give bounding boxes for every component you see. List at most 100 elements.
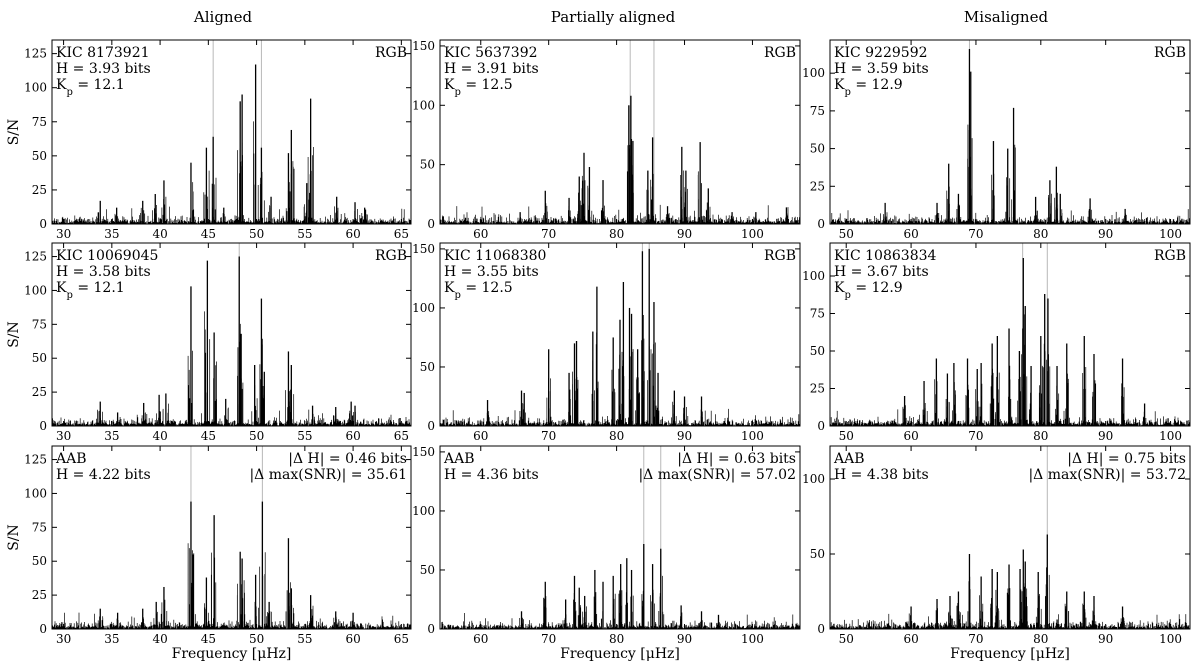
axes-frame — [51, 445, 412, 630]
y-tick-label: 100 — [412, 301, 435, 315]
axes-frame — [829, 39, 1191, 225]
x-tick-label: 100 — [1159, 632, 1182, 646]
x-tick-label: 65 — [394, 632, 409, 646]
x-tick-label: 50 — [839, 227, 854, 241]
x-tick-label: 50 — [249, 632, 264, 646]
x-tick-label: 100 — [741, 632, 764, 646]
x-tick-label: 80 — [609, 227, 624, 241]
x-tick-label: 60 — [473, 429, 488, 443]
y-tick-label: 50 — [32, 351, 47, 365]
y-tick-label: 100 — [802, 269, 825, 283]
y-tick-label: 50 — [420, 158, 435, 172]
x-tick-label: 35 — [104, 227, 119, 241]
y-tick-label: 75 — [810, 307, 825, 321]
info-right-line: RGB — [764, 45, 796, 61]
noise-spikes — [52, 311, 411, 426]
info-right-line: |Δ max(SNR)| = 53.72 — [1028, 467, 1186, 483]
x-tick-label: 60 — [345, 429, 360, 443]
x-tick-label: 70 — [541, 632, 556, 646]
y-tick-label: 50 — [32, 149, 47, 163]
y-tick-label: 100 — [24, 486, 47, 500]
info-right-line: RGB — [764, 248, 796, 264]
x-tick-label: 50 — [839, 632, 854, 646]
x-tick-label: 30 — [56, 632, 71, 646]
x-tick-label: 80 — [1033, 227, 1048, 241]
axes-frame — [829, 242, 1191, 427]
y-tick-label: 75 — [32, 317, 47, 331]
info-left-line: H = 3.67 bits — [834, 264, 929, 280]
info-left-line: Kp = 12.1 — [56, 77, 125, 98]
x-tick-label: 65 — [394, 429, 409, 443]
x-tick-label: 55 — [297, 429, 312, 443]
info-left-line: AAB — [55, 451, 87, 467]
x-tick-label: 70 — [968, 227, 983, 241]
x-axis-label: Frequency [μHz] — [950, 646, 1070, 662]
y-tick-label: 0 — [39, 622, 47, 636]
y-tick-label: 125 — [24, 453, 47, 467]
info-left-line: Kp = 12.9 — [834, 77, 903, 98]
x-tick-label: 70 — [968, 429, 983, 443]
x-tick-label: 35 — [104, 429, 119, 443]
x-tick-label: 35 — [104, 632, 119, 646]
y-tick-label: 100 — [24, 283, 47, 297]
axes-frame — [439, 39, 801, 225]
x-tick-label: 50 — [249, 429, 264, 443]
x-tick-label: 55 — [297, 632, 312, 646]
column-title-misaligned: Misaligned — [963, 8, 1049, 26]
panel-r1-c0: 30 35 40 45 50 55 60 65 0 25 50 75 100 125 S/N KIC 1006… — [6, 242, 412, 443]
info-right-line: RGB — [1154, 45, 1186, 61]
x-tick-label: 40 — [152, 632, 167, 646]
info-left-line: KIC 10863834 — [834, 248, 937, 264]
info-left-line: Kp = 12.1 — [56, 280, 125, 301]
info-left-line: AAB — [833, 451, 865, 467]
x-tick-label: 50 — [839, 429, 854, 443]
x-axis-label: Frequency [μHz] — [172, 646, 292, 662]
x-tick-label: 80 — [609, 429, 624, 443]
y-tick-label: 0 — [427, 217, 435, 231]
y-tick-label: 100 — [802, 66, 825, 80]
y-tick-label: 75 — [32, 520, 47, 534]
info-right-line: |Δ H| = 0.75 bits — [1067, 451, 1186, 467]
info-left-line: H = 4.38 bits — [834, 467, 929, 483]
y-tick-label: 0 — [817, 419, 825, 433]
y-tick-label: 0 — [817, 622, 825, 636]
column-title-aligned: Aligned — [193, 8, 253, 26]
info-left-line: KIC 10069045 — [56, 248, 158, 264]
x-tick-label: 100 — [1159, 429, 1182, 443]
info-left-line: H = 4.22 bits — [56, 467, 151, 483]
spectrum-series — [830, 40, 1190, 224]
y-tick-label: 150 — [412, 39, 435, 53]
y-tick-label: 0 — [427, 622, 435, 636]
y-tick-label: 0 — [39, 419, 47, 433]
info-left-line: H = 3.93 bits — [56, 61, 151, 77]
panel-r0-c0: 30 35 40 45 50 55 60 65 0 25 50 75 100 125 S/N KIC 8173… — [6, 39, 412, 241]
spectrum-series — [440, 40, 800, 224]
info-left-line: AAB — [443, 451, 475, 467]
axes-frame — [829, 445, 1191, 630]
y-tick-label: 0 — [427, 419, 435, 433]
y-tick-label: 0 — [817, 217, 825, 231]
x-tick-label: 100 — [1159, 227, 1182, 241]
info-left-line: KIC 8173921 — [56, 45, 150, 61]
y-tick-label: 50 — [810, 547, 825, 561]
panel-r2-c0: 30 35 40 45 50 55 60 65 0 25 50 75 100 125 S/N Frequenc… — [6, 445, 412, 662]
axes-frame — [439, 242, 801, 427]
y-tick-label: 25 — [32, 183, 47, 197]
spectrum-series — [52, 243, 411, 426]
y-tick-label: 100 — [24, 81, 47, 95]
x-tick-label: 60 — [345, 632, 360, 646]
info-left-line: Kp = 12.5 — [444, 280, 513, 301]
x-tick-label: 45 — [201, 429, 216, 443]
x-tick-label: 70 — [541, 429, 556, 443]
spectrum-series — [830, 243, 1190, 426]
y-axis-label: S/N — [6, 119, 22, 146]
x-tick-label: 60 — [903, 227, 918, 241]
axes-frame — [439, 445, 801, 630]
y-tick-label: 50 — [810, 344, 825, 358]
x-tick-label: 90 — [1098, 429, 1113, 443]
